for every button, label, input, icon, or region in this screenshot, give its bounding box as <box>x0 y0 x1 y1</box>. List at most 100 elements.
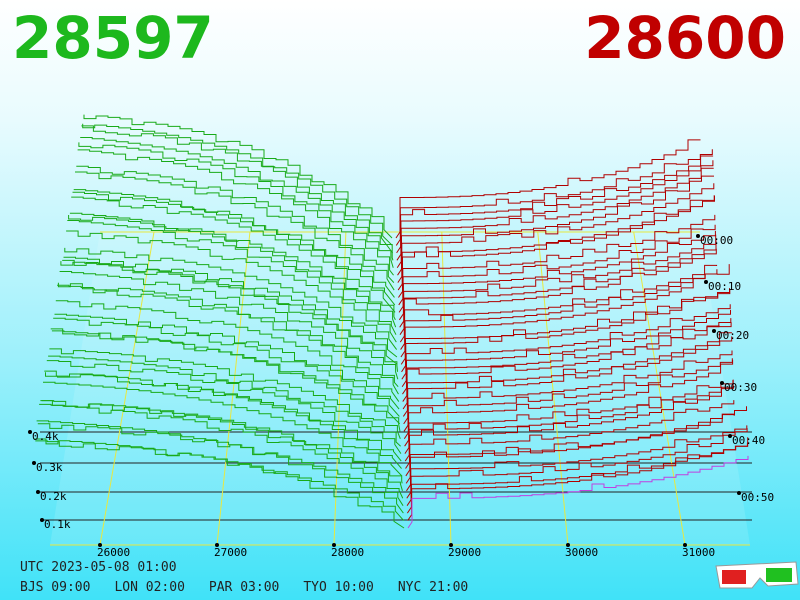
bid-depth-line <box>72 191 396 306</box>
ask-depth-line <box>398 224 716 313</box>
ask-depth-line <box>398 230 716 321</box>
city-time: NYC 21:00 <box>397 580 469 595</box>
ask-depth-line <box>403 358 733 440</box>
bid-depth-line <box>77 149 394 276</box>
bid-depth-line <box>62 259 398 365</box>
bid-depth-line <box>54 313 400 410</box>
ask-depth-line <box>406 442 748 514</box>
ask-depth-line <box>404 380 734 454</box>
ask-depth-line <box>399 248 717 343</box>
ask-depth-line <box>406 428 748 506</box>
bid-depth-line <box>40 400 403 491</box>
bid-depth-line <box>50 328 401 432</box>
time-label: 00:20 <box>716 329 749 342</box>
ask-depth-line <box>401 288 730 373</box>
bid-depth-line <box>39 403 404 499</box>
volume-label: 0.1k <box>44 518 71 531</box>
price-tick <box>449 543 453 547</box>
price-tick <box>566 543 570 547</box>
bid-depth-line <box>53 317 400 417</box>
time-tick <box>720 381 724 385</box>
ask-depth-line <box>402 332 732 417</box>
volume-label: 0.4k <box>32 430 59 443</box>
time-label: 00:50 <box>741 491 774 504</box>
bid-depth-line <box>75 171 395 291</box>
bid-depth-line <box>57 284 399 395</box>
bid-depth-line <box>59 271 399 380</box>
city-times: BJS 09:00 LON 02:00 PAR 03:00 TYO 10:00 NYC … <box>20 580 492 595</box>
ask-depth-line <box>398 195 715 298</box>
bid-depth-line <box>55 300 400 402</box>
volume-tick <box>32 461 36 465</box>
price-tick <box>683 543 687 547</box>
ask-depth-line <box>407 455 749 529</box>
bid-depth-line <box>36 420 404 514</box>
time-label: 00:00 <box>700 234 733 247</box>
bid-depth-line <box>73 189 395 298</box>
bid-depth-line <box>78 142 394 268</box>
ask-depth-line <box>399 234 717 328</box>
bid-depth-line <box>67 220 397 335</box>
ask-depth-line <box>402 309 731 395</box>
ask-depth-line <box>397 183 715 283</box>
ask-depth-line <box>403 350 733 432</box>
time-tick <box>728 434 732 438</box>
ask-depth-line <box>397 175 714 276</box>
ask-price: 28600 <box>584 4 786 72</box>
bid-depth-line <box>71 196 396 313</box>
price-grid-line <box>633 231 686 546</box>
volume-tick <box>40 518 44 522</box>
bid-depth-line <box>81 125 394 254</box>
bid-depth-line <box>57 282 399 388</box>
volume-tick <box>36 490 40 494</box>
ask-depth-line <box>396 160 714 261</box>
time-tick <box>737 491 741 495</box>
ask-depth-line <box>401 304 731 387</box>
volume-tick <box>28 430 32 434</box>
price-label: 26000 <box>97 546 130 559</box>
ask-depth-line <box>400 269 718 358</box>
bid-depth-line <box>49 348 401 439</box>
utc-time: UTC 2023-05-08 01:00 <box>20 560 177 575</box>
bid-depth-line <box>34 438 405 529</box>
price-label: 30000 <box>565 546 598 559</box>
ask-depth-line <box>404 359 734 447</box>
bid-depth-line <box>46 360 402 454</box>
city-time: TYO 10:00 <box>303 580 374 595</box>
ask-depth-line <box>404 379 734 462</box>
ask-depth-line <box>400 264 718 350</box>
bid-depth-line <box>48 355 401 447</box>
city-time: PAR 03:00 <box>208 580 280 595</box>
city-time: BJS 09:00 <box>20 580 91 595</box>
ask-depth-line <box>402 322 732 410</box>
ask-depth-line <box>398 214 716 306</box>
ask-depth-line <box>401 288 731 380</box>
time-tick <box>704 280 708 284</box>
bid-depth-line <box>66 230 397 343</box>
price-tick <box>332 543 336 547</box>
ask-depth-line <box>405 413 735 484</box>
ask-depth-line <box>405 400 735 477</box>
bid-depth-line <box>63 256 398 358</box>
ask-depth-line <box>407 437 749 521</box>
bid-depth-line <box>60 261 399 372</box>
time-label: 00:10 <box>708 280 741 293</box>
bid-depth-line <box>37 423 404 506</box>
bid-depth-line <box>76 165 395 283</box>
bid-depth-line <box>69 212 396 321</box>
volume-label: 0.2k <box>40 490 67 503</box>
ask-depth-line <box>395 139 701 239</box>
bid-depth-line <box>68 215 397 328</box>
ask-depth-line <box>405 386 734 469</box>
bid-price: 28597 <box>12 4 214 72</box>
time-label: 00:40 <box>732 434 765 447</box>
ask-depth-line <box>406 406 747 492</box>
price-label: 28000 <box>331 546 364 559</box>
bid-depth-line <box>64 247 398 350</box>
bid-depth-line <box>82 123 393 246</box>
price-tick <box>98 543 102 547</box>
time-tick <box>712 329 716 333</box>
time-tick <box>696 234 700 238</box>
